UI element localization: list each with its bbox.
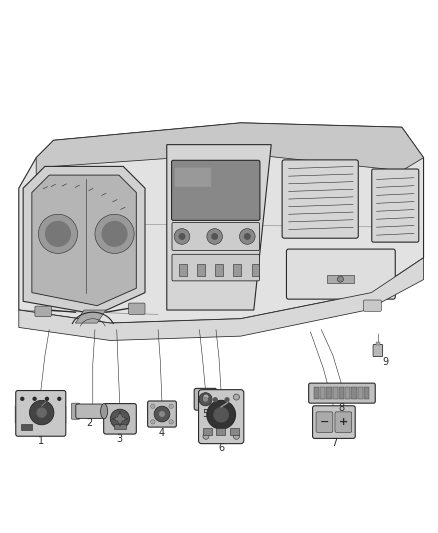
FancyBboxPatch shape bbox=[316, 412, 333, 432]
Circle shape bbox=[57, 397, 61, 401]
Bar bbox=[64, 406, 66, 423]
FancyBboxPatch shape bbox=[35, 306, 51, 317]
Bar bbox=[327, 275, 354, 283]
FancyBboxPatch shape bbox=[175, 168, 211, 187]
Bar bbox=[358, 387, 363, 399]
Bar bbox=[351, 387, 357, 399]
Polygon shape bbox=[32, 175, 136, 305]
Bar bbox=[345, 387, 350, 399]
Bar bbox=[233, 264, 241, 276]
Circle shape bbox=[45, 221, 71, 247]
Circle shape bbox=[224, 397, 230, 402]
Circle shape bbox=[174, 229, 190, 244]
Bar bbox=[320, 387, 325, 399]
Text: 6: 6 bbox=[218, 443, 224, 453]
Circle shape bbox=[337, 276, 343, 282]
FancyBboxPatch shape bbox=[76, 404, 103, 418]
Circle shape bbox=[102, 221, 127, 247]
Circle shape bbox=[207, 229, 223, 244]
FancyBboxPatch shape bbox=[282, 160, 358, 238]
Circle shape bbox=[45, 397, 49, 401]
Circle shape bbox=[20, 397, 25, 401]
FancyBboxPatch shape bbox=[71, 403, 80, 419]
Bar bbox=[230, 429, 239, 435]
FancyBboxPatch shape bbox=[198, 390, 244, 443]
Circle shape bbox=[233, 433, 240, 439]
Circle shape bbox=[32, 397, 37, 401]
Ellipse shape bbox=[101, 403, 108, 419]
FancyBboxPatch shape bbox=[372, 169, 419, 242]
Bar bbox=[203, 429, 212, 435]
FancyBboxPatch shape bbox=[335, 412, 352, 432]
Circle shape bbox=[207, 400, 236, 429]
FancyBboxPatch shape bbox=[104, 403, 136, 434]
Text: 5: 5 bbox=[202, 409, 208, 419]
Circle shape bbox=[199, 393, 212, 406]
Bar bbox=[114, 424, 126, 429]
FancyBboxPatch shape bbox=[172, 160, 260, 220]
Bar bbox=[252, 264, 259, 276]
FancyBboxPatch shape bbox=[16, 391, 66, 436]
Text: +: + bbox=[339, 417, 348, 427]
Text: 4: 4 bbox=[159, 428, 165, 438]
Circle shape bbox=[203, 394, 209, 400]
Circle shape bbox=[169, 419, 173, 424]
FancyBboxPatch shape bbox=[172, 223, 259, 251]
FancyBboxPatch shape bbox=[128, 303, 145, 314]
Circle shape bbox=[203, 433, 209, 439]
Circle shape bbox=[213, 397, 218, 402]
Bar bbox=[314, 387, 319, 399]
Circle shape bbox=[159, 411, 165, 417]
Circle shape bbox=[36, 407, 47, 418]
Polygon shape bbox=[167, 144, 271, 310]
Bar bbox=[364, 387, 369, 399]
Circle shape bbox=[110, 409, 130, 429]
FancyBboxPatch shape bbox=[286, 249, 395, 299]
Circle shape bbox=[240, 229, 255, 244]
Bar bbox=[216, 429, 225, 435]
Bar bbox=[339, 387, 344, 399]
Bar bbox=[15, 406, 18, 423]
Text: 7: 7 bbox=[331, 438, 337, 448]
Bar bbox=[326, 387, 332, 399]
Circle shape bbox=[169, 404, 173, 408]
Bar bbox=[179, 264, 187, 276]
FancyBboxPatch shape bbox=[172, 254, 259, 281]
Polygon shape bbox=[19, 258, 424, 341]
Text: 9: 9 bbox=[382, 357, 389, 367]
Circle shape bbox=[154, 406, 170, 422]
FancyBboxPatch shape bbox=[148, 401, 177, 427]
Circle shape bbox=[151, 419, 155, 424]
Circle shape bbox=[233, 394, 240, 400]
Circle shape bbox=[95, 214, 134, 254]
Circle shape bbox=[39, 214, 78, 254]
Text: −: − bbox=[320, 417, 329, 427]
Text: 3: 3 bbox=[117, 434, 123, 445]
Text: 8: 8 bbox=[339, 403, 345, 413]
Bar bbox=[332, 387, 338, 399]
FancyBboxPatch shape bbox=[373, 344, 383, 357]
Bar bbox=[197, 264, 205, 276]
FancyBboxPatch shape bbox=[309, 383, 375, 403]
FancyBboxPatch shape bbox=[194, 389, 217, 410]
Bar bbox=[215, 264, 223, 276]
Circle shape bbox=[29, 400, 54, 425]
Polygon shape bbox=[23, 166, 145, 314]
Circle shape bbox=[203, 397, 208, 402]
Circle shape bbox=[244, 233, 251, 240]
Circle shape bbox=[213, 407, 229, 423]
Text: 1: 1 bbox=[38, 437, 44, 447]
Polygon shape bbox=[75, 310, 106, 323]
FancyBboxPatch shape bbox=[313, 406, 355, 439]
Bar bbox=[375, 342, 380, 345]
Text: 2: 2 bbox=[87, 418, 93, 428]
Polygon shape bbox=[19, 123, 424, 323]
Circle shape bbox=[179, 233, 185, 240]
Polygon shape bbox=[36, 123, 424, 184]
Circle shape bbox=[116, 415, 124, 423]
Circle shape bbox=[211, 233, 218, 240]
Circle shape bbox=[151, 404, 155, 408]
FancyBboxPatch shape bbox=[364, 300, 381, 311]
Bar bbox=[21, 424, 32, 430]
